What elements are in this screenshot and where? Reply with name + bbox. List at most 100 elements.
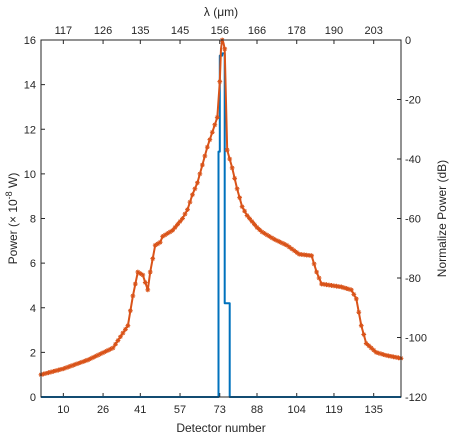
series-db-marker xyxy=(83,358,89,364)
y-axis-right-label: Normalize Power (dB) xyxy=(435,160,449,277)
series-db-marker xyxy=(123,326,128,332)
y-left-tick-label: 6 xyxy=(30,258,36,270)
series-db-marker xyxy=(195,180,200,186)
top-tick-label: 166 xyxy=(248,25,266,37)
top-tick-label: 135 xyxy=(131,25,149,37)
top-axis-label: λ (μm) xyxy=(204,5,238,19)
series-db-marker xyxy=(180,216,185,221)
series-db-marker xyxy=(299,252,305,257)
series-db-marker xyxy=(239,204,245,209)
series-db-marker xyxy=(152,242,158,248)
y-right-tick-label: -20 xyxy=(405,95,421,107)
series-db-marker xyxy=(276,239,282,245)
series-db-marker xyxy=(244,213,250,218)
series-db-markers xyxy=(38,37,404,378)
series-db-marker xyxy=(120,330,126,336)
series-db-marker xyxy=(170,228,175,233)
series-db-marker xyxy=(247,216,252,221)
series-db-marker xyxy=(48,369,54,375)
series-db-marker xyxy=(361,332,367,337)
series-db-marker xyxy=(358,323,364,328)
y-left-tick-label: 2 xyxy=(30,347,36,359)
series-db-marker xyxy=(46,370,51,376)
series-db-marker xyxy=(90,355,96,360)
series-db-marker xyxy=(212,122,218,128)
series-db-marker xyxy=(55,367,61,373)
series-db-marker xyxy=(314,269,319,275)
series-db-marker xyxy=(363,341,369,346)
series-db-marker xyxy=(274,238,280,243)
series-db-marker xyxy=(172,225,178,230)
y-right-tick-label: 0 xyxy=(405,35,411,47)
series-db-marker xyxy=(341,285,347,291)
series-db-marker xyxy=(378,351,384,357)
series-db-marker xyxy=(237,195,243,201)
series-db-marker xyxy=(98,351,103,357)
series-db-marker xyxy=(142,280,148,285)
series-db-marker xyxy=(291,248,297,254)
series-db-marker xyxy=(331,283,337,289)
series-db-marker xyxy=(224,147,230,153)
series-db-marker xyxy=(162,232,168,238)
series-db-marker xyxy=(165,230,171,236)
series-db-marker xyxy=(311,261,317,267)
series-db-marker xyxy=(60,366,66,372)
series-db-marker xyxy=(135,269,141,275)
series-db-marker xyxy=(316,275,322,281)
series-group xyxy=(38,37,404,398)
series-db-marker xyxy=(386,353,391,359)
series-db-marker xyxy=(175,222,180,227)
series-db-marker xyxy=(167,229,173,235)
series-db-marker xyxy=(63,365,69,371)
series-db-marker xyxy=(249,219,255,224)
series-db-marker xyxy=(209,129,215,135)
x-tick-label: 88 xyxy=(251,404,263,416)
series-db-marker xyxy=(160,233,166,239)
series-db-marker xyxy=(68,363,74,369)
series-db-marker xyxy=(110,345,116,351)
y-left-tick-label: 8 xyxy=(30,214,36,226)
x-tick-label: 26 xyxy=(97,404,109,416)
y-left-tick-label: 14 xyxy=(24,80,36,92)
y-left-tick-label: 10 xyxy=(24,169,36,181)
series-db-marker xyxy=(326,282,332,288)
y-right-tick-label: -60 xyxy=(405,214,421,226)
series-db-marker xyxy=(51,368,56,374)
series-db-marker xyxy=(254,225,260,230)
series-db-marker xyxy=(294,250,300,255)
top-tick-label: 190 xyxy=(325,25,343,37)
top-tick-label: 178 xyxy=(288,25,306,37)
x-tick-label: 57 xyxy=(174,404,186,416)
series-db-marker xyxy=(115,338,121,343)
series-linear-line xyxy=(41,52,401,398)
series-db-marker xyxy=(319,281,324,287)
series-db-marker xyxy=(391,354,396,360)
series-db-marker xyxy=(204,144,210,150)
series-db-marker xyxy=(103,349,108,354)
series-db-marker xyxy=(95,352,101,358)
series-db-marker xyxy=(75,360,81,366)
series-db-marker xyxy=(182,211,188,217)
series-db-marker xyxy=(214,114,220,120)
y-left-tick-label: 12 xyxy=(24,124,36,136)
x-tick-label: 104 xyxy=(288,404,306,416)
x-tick-label: 135 xyxy=(365,404,383,416)
series-db-marker xyxy=(113,341,118,347)
top-tick-label: 156 xyxy=(211,25,229,37)
top-tick-label: 203 xyxy=(365,25,383,37)
series-db-marker xyxy=(132,281,138,287)
y-right-tick-label: -40 xyxy=(405,154,421,166)
tick-group: 1011726126411355714573156881661041781191… xyxy=(24,25,427,416)
series-db-marker xyxy=(222,46,228,52)
series-db-marker xyxy=(329,283,334,288)
series-db-marker xyxy=(150,256,156,262)
series-db-marker xyxy=(271,236,277,242)
series-db-marker xyxy=(252,222,257,227)
series-db-marker xyxy=(339,284,344,290)
x-tick-label: 119 xyxy=(325,404,343,416)
series-db-marker xyxy=(289,246,295,252)
top-tick-label: 145 xyxy=(171,25,189,37)
series-db-marker xyxy=(70,362,76,368)
series-db-marker xyxy=(279,240,285,246)
series-db-marker xyxy=(93,353,99,359)
